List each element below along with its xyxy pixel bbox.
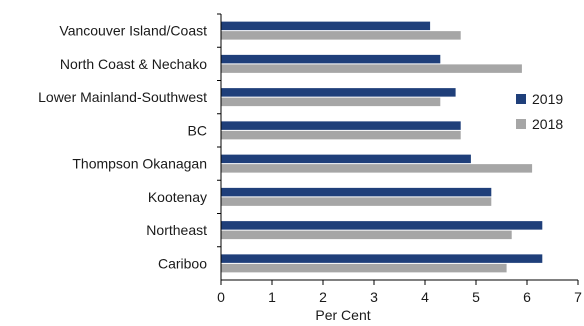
bar-2019 (221, 221, 543, 230)
category-labels: Vancouver Island/Coast North Coast & Nech… (38, 13, 221, 271)
bar-2018 (221, 97, 441, 107)
legend-swatch-2018 (516, 119, 526, 129)
bar-2019 (221, 121, 461, 130)
bar-2019 (221, 254, 543, 263)
category-label: Thompson Okanagan (72, 156, 207, 172)
bar-2019 (221, 21, 431, 31)
category-label: BC (188, 122, 207, 138)
bar-2018 (221, 130, 461, 140)
category-label: Kootenay (148, 189, 207, 205)
category-label: Lower Mainland-Southwest (38, 89, 207, 105)
x-tick-label: 0 (217, 289, 225, 305)
bar-2018 (221, 64, 522, 73)
x-tick-label: 7 (574, 289, 582, 305)
bar-2019 (221, 54, 441, 64)
x-ticks: 0 1 2 3 4 5 6 7 (217, 280, 582, 305)
category-label: Cariboo (158, 255, 207, 271)
bar-2019 (221, 187, 492, 197)
legend-label-2019: 2019 (532, 91, 563, 107)
legend-label-2018: 2018 (532, 116, 563, 132)
category-label: Vancouver Island/Coast (59, 23, 207, 39)
bar-2018 (221, 197, 492, 206)
bar-2019 (221, 154, 471, 164)
bars-group (221, 21, 543, 273)
x-tick-label: 1 (268, 289, 276, 305)
bar-2019 (221, 88, 456, 97)
category-label: North Coast & Nechako (60, 56, 207, 72)
x-tick-label: 4 (421, 289, 429, 305)
x-tick-label: 2 (319, 289, 327, 305)
x-tick-label: 5 (472, 289, 480, 305)
legend: 2019 2018 (516, 91, 563, 132)
bar-2018 (221, 230, 512, 240)
x-tick-label: 3 (370, 289, 378, 305)
bar-2018 (221, 31, 461, 40)
bar-2018 (221, 263, 507, 273)
x-tick-label: 6 (523, 289, 531, 305)
legend-swatch-2019 (516, 94, 526, 104)
x-axis-title: Per Cent (315, 307, 370, 323)
bar-2018 (221, 164, 533, 173)
category-label: Northeast (146, 222, 207, 238)
